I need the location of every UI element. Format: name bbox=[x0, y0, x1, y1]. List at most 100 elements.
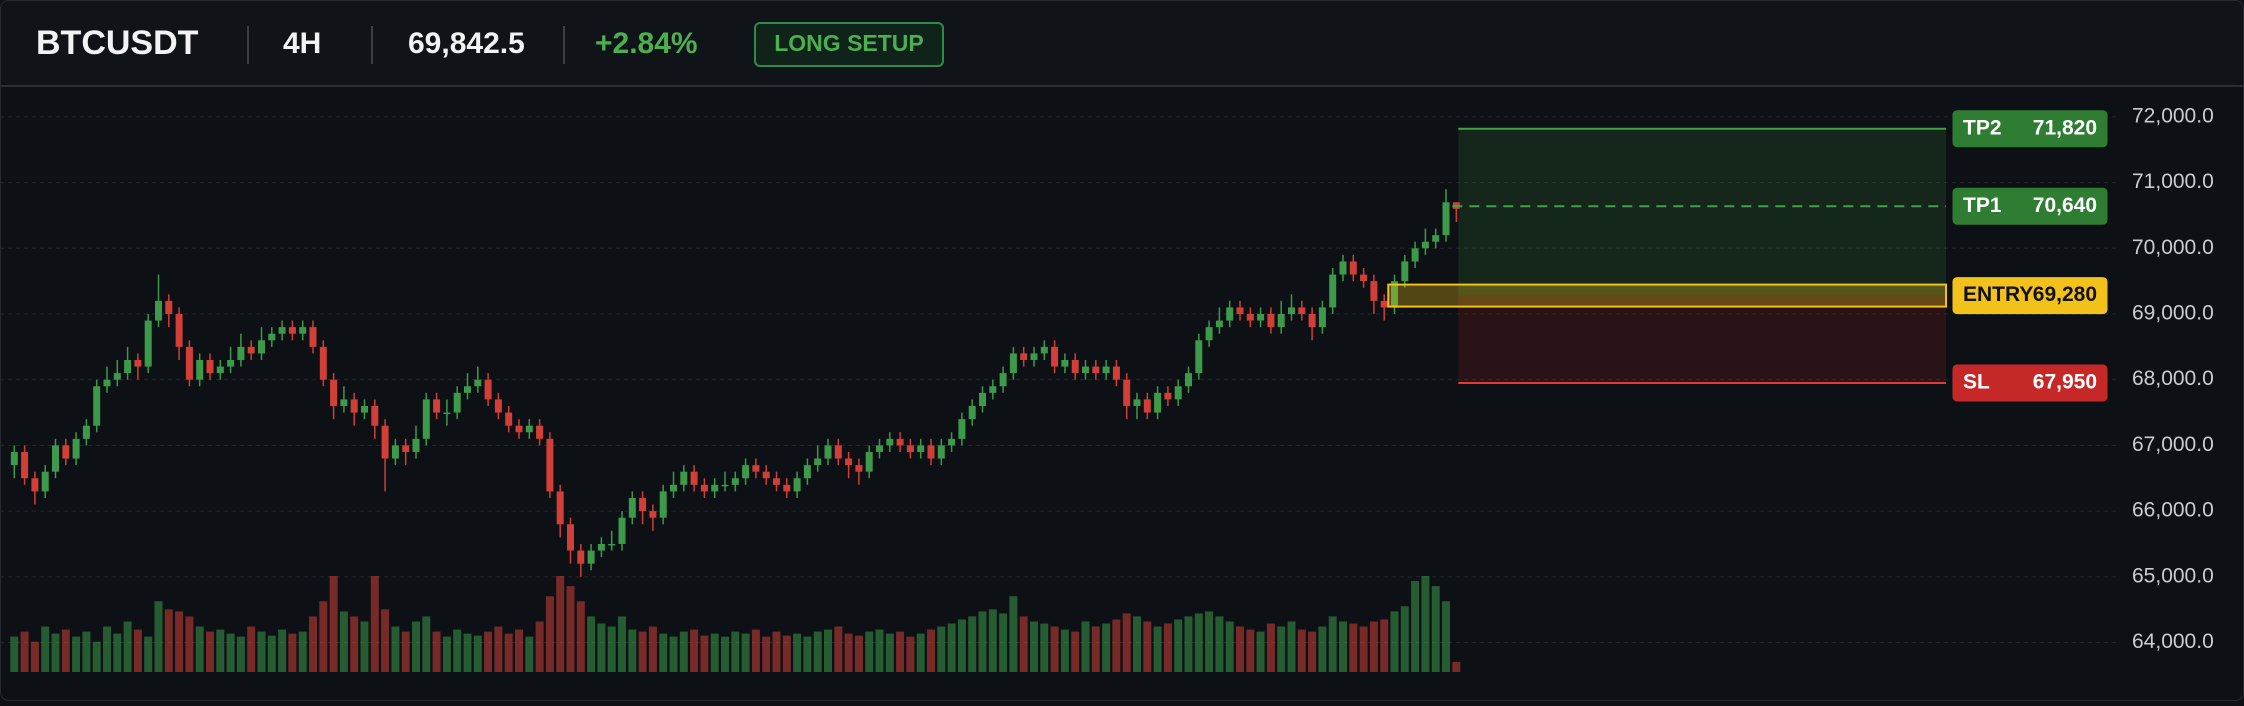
volume-bar bbox=[123, 621, 132, 672]
volume-bar bbox=[1163, 623, 1172, 672]
volume-bar bbox=[247, 626, 256, 672]
volume-bar bbox=[844, 633, 853, 672]
setup-badge bbox=[754, 22, 944, 67]
candle-body bbox=[1112, 366, 1120, 380]
candle-body bbox=[659, 491, 667, 518]
volume-bar bbox=[1215, 616, 1224, 672]
candle-body bbox=[927, 445, 935, 459]
volume-bar bbox=[957, 619, 966, 672]
candle-body bbox=[62, 445, 70, 459]
volume-bar bbox=[587, 616, 596, 672]
candle-body bbox=[876, 445, 883, 452]
candle-body bbox=[319, 346, 327, 380]
candle-body bbox=[567, 524, 574, 551]
candle-body bbox=[587, 550, 595, 564]
volume-bar bbox=[267, 635, 276, 672]
candle-body bbox=[206, 359, 214, 374]
candle-body bbox=[1020, 353, 1028, 360]
candle-body bbox=[577, 550, 585, 564]
candle-body bbox=[1082, 366, 1089, 374]
candle-body bbox=[845, 458, 853, 466]
candle-body bbox=[536, 425, 544, 439]
candle-body bbox=[783, 484, 791, 492]
volume-bar bbox=[1194, 613, 1203, 672]
candle-body bbox=[237, 346, 245, 360]
volume-bar bbox=[1225, 621, 1234, 672]
candle-body bbox=[1277, 313, 1285, 328]
volume-bar bbox=[370, 576, 379, 672]
candle-body bbox=[670, 484, 677, 492]
volume-bar bbox=[1411, 581, 1420, 672]
volume-bar bbox=[700, 635, 709, 672]
candle-body bbox=[731, 478, 739, 485]
volume-bar bbox=[216, 629, 225, 672]
volume-bar bbox=[813, 631, 822, 672]
candle-body bbox=[628, 497, 636, 518]
volume-bar bbox=[51, 633, 60, 672]
y-tick-label: 66,000.0 bbox=[2132, 499, 2214, 522]
volume-bar bbox=[175, 611, 184, 672]
volume-bar bbox=[113, 633, 122, 672]
candle-body bbox=[917, 445, 925, 452]
volume-bar bbox=[556, 576, 565, 672]
candle-body bbox=[1442, 202, 1450, 236]
volume-bar bbox=[618, 616, 626, 672]
volume-bar bbox=[803, 636, 812, 672]
candle-body bbox=[597, 543, 605, 551]
candle-body bbox=[52, 445, 59, 472]
candle-body bbox=[1051, 346, 1059, 367]
volume-bar bbox=[865, 631, 874, 672]
candle-body bbox=[1143, 399, 1151, 413]
timeframe[interactable]: 4H bbox=[283, 27, 321, 60]
volume-bar bbox=[1081, 621, 1090, 672]
candle-body bbox=[422, 399, 430, 439]
symbol[interactable]: BTCUSDT bbox=[36, 24, 199, 62]
candle-body bbox=[10, 451, 18, 466]
volume-bar bbox=[741, 633, 750, 672]
candle-body bbox=[1329, 274, 1337, 308]
candle-body bbox=[1370, 281, 1378, 301]
volume-bar bbox=[1060, 629, 1069, 672]
volume-bar bbox=[1380, 619, 1389, 672]
volume-bar bbox=[10, 636, 19, 672]
volume-bar bbox=[92, 641, 101, 672]
volume-bar bbox=[1050, 626, 1059, 672]
candle-body bbox=[93, 386, 101, 426]
volume-bar bbox=[607, 626, 616, 672]
candle-body bbox=[41, 471, 49, 492]
candle-body bbox=[948, 438, 956, 446]
candle-body bbox=[1215, 320, 1223, 328]
volume-bar bbox=[1442, 601, 1450, 672]
volume-bar bbox=[648, 626, 657, 672]
level-tag bbox=[1952, 110, 2108, 148]
volume-bar bbox=[20, 631, 29, 672]
y-tick-label: 67,000.0 bbox=[2132, 433, 2214, 456]
y-tick-label: 65,000.0 bbox=[2132, 564, 2214, 587]
volume-bar bbox=[782, 635, 791, 672]
candle-body bbox=[1380, 300, 1388, 308]
volume-bar bbox=[854, 635, 863, 672]
volume-bar bbox=[339, 611, 348, 672]
candle-body bbox=[855, 465, 863, 472]
candle-body bbox=[793, 478, 801, 492]
volume-bar bbox=[226, 633, 235, 672]
level-value: 67,950 bbox=[2033, 371, 2097, 394]
volume-bar bbox=[442, 636, 451, 672]
volume-bar bbox=[793, 633, 802, 672]
candle-body bbox=[144, 320, 152, 367]
volume-bar bbox=[30, 641, 39, 672]
volume-bar bbox=[1153, 626, 1162, 672]
candle-body bbox=[803, 465, 811, 479]
volume-bar bbox=[896, 631, 905, 672]
candle-body bbox=[752, 465, 760, 472]
candle-body bbox=[1195, 340, 1203, 374]
candle-body bbox=[1257, 313, 1265, 321]
candle-body bbox=[258, 340, 265, 354]
volume-bar bbox=[988, 609, 997, 672]
candle-body bbox=[721, 484, 729, 487]
volume-bar bbox=[515, 629, 523, 672]
volume-bar bbox=[535, 621, 544, 672]
volume-bar bbox=[927, 629, 935, 672]
candle-body bbox=[937, 445, 945, 459]
price-change: +2.84% bbox=[595, 27, 698, 60]
